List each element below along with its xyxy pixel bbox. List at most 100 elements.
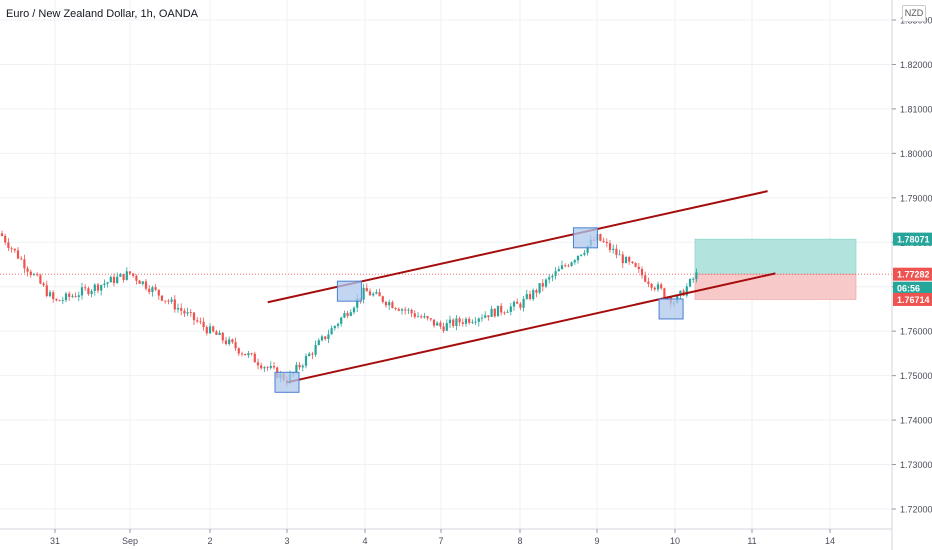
candle-body [336,323,340,326]
time-tick-label: 31 [50,536,60,546]
candle-body [240,353,244,355]
time-tick-label: 2 [207,536,212,546]
loss-zone[interactable] [694,273,857,300]
currency-badge[interactable]: NZD [902,5,926,22]
candle-body [55,299,58,301]
candle-body [247,353,250,356]
countdown-tag-label: 06:56 [897,284,920,294]
candle-body [212,326,215,332]
price-tick-label: 1.79000 [900,193,932,203]
candle-body [368,291,372,296]
candle-body [576,255,580,261]
pivot-marker[interactable] [336,280,362,302]
candle-body [100,285,103,291]
candle-body [400,309,404,311]
candle-body [503,312,506,314]
candle-body [644,275,647,282]
price-axis[interactable]: 1.830001.820001.810001.800001.790001.780… [891,0,932,550]
candle-body [260,365,263,369]
candle-body [192,312,196,321]
candle-body [605,241,608,244]
candle-body [388,302,391,306]
candle-body [496,305,500,317]
candle-body [84,287,87,289]
candle-body [365,287,368,292]
candle-body [439,322,442,327]
candle-body [218,332,221,335]
candle-body [420,316,423,318]
candle-body [221,332,224,341]
candle-body [208,326,212,334]
candle-body [442,326,445,331]
candle-body [90,290,93,295]
candle-body [637,266,640,269]
candle-body [154,287,157,290]
candle-body [250,353,253,355]
candle-body [458,318,461,323]
candle-body [384,301,388,306]
stop-price-tag-bg [893,292,932,306]
price-tick-label: 1.82000 [900,60,932,70]
candle-body [224,340,228,344]
candle-body [263,367,266,369]
candle-body [516,301,519,304]
profit-zone[interactable] [694,238,857,275]
candle-body [423,316,426,318]
candle-body [580,254,583,256]
time-tick-label: 10 [670,536,680,546]
candle-body [202,321,205,328]
candle-body [656,284,660,290]
candle-body [20,258,23,260]
candle-body [525,294,528,299]
candle-body [541,283,544,287]
candle-body [583,252,586,255]
candle-body [484,315,487,318]
pivot-marker[interactable] [274,371,300,393]
candle-body [228,339,231,344]
candle-body [468,318,471,323]
candle-body [272,366,276,368]
candle-body [464,318,468,324]
target-price-tag: 1.78071 [893,232,932,246]
candle-body [628,257,631,262]
price-tick-label: 1.74000 [900,416,932,426]
candle-body [199,321,202,323]
candle-body [125,271,128,280]
candle-body [340,317,343,324]
candle-body [231,339,234,343]
candle-body [448,319,452,324]
candle-body [42,283,45,286]
candle-body [640,268,644,276]
candle-body [522,298,525,308]
candle-body [410,309,413,314]
time-tick-label: 14 [825,536,835,546]
candle-body [138,280,141,284]
candle-body [618,254,621,256]
candle-body [160,295,164,301]
candle-body [87,288,90,295]
pivot-marker[interactable] [658,298,684,320]
candle-body [624,257,628,264]
candle-body [23,259,26,269]
pivot-marker[interactable] [572,227,598,249]
candle-body [560,265,564,270]
price-tick-label: 1.73000 [900,460,932,470]
candle-body [653,287,656,290]
candle-body [567,265,570,267]
candle-body [631,261,634,263]
candle-body [52,292,55,300]
candle-body [196,320,199,322]
trend-line-2[interactable] [286,272,776,384]
price-tick-label: 1.80000 [900,149,932,159]
candle-body [7,242,10,249]
candle-body [493,308,496,317]
candle-body [429,318,432,320]
candle-body [186,312,189,314]
candle-body [557,269,560,272]
time-axis[interactable]: 31 Sep 2 3 4 7 8 9 10 11 14 [0,528,892,546]
candle-body [404,309,407,311]
price-tick-label: 1.75000 [900,371,932,381]
candle-body [4,235,7,243]
candle-body [375,292,378,294]
